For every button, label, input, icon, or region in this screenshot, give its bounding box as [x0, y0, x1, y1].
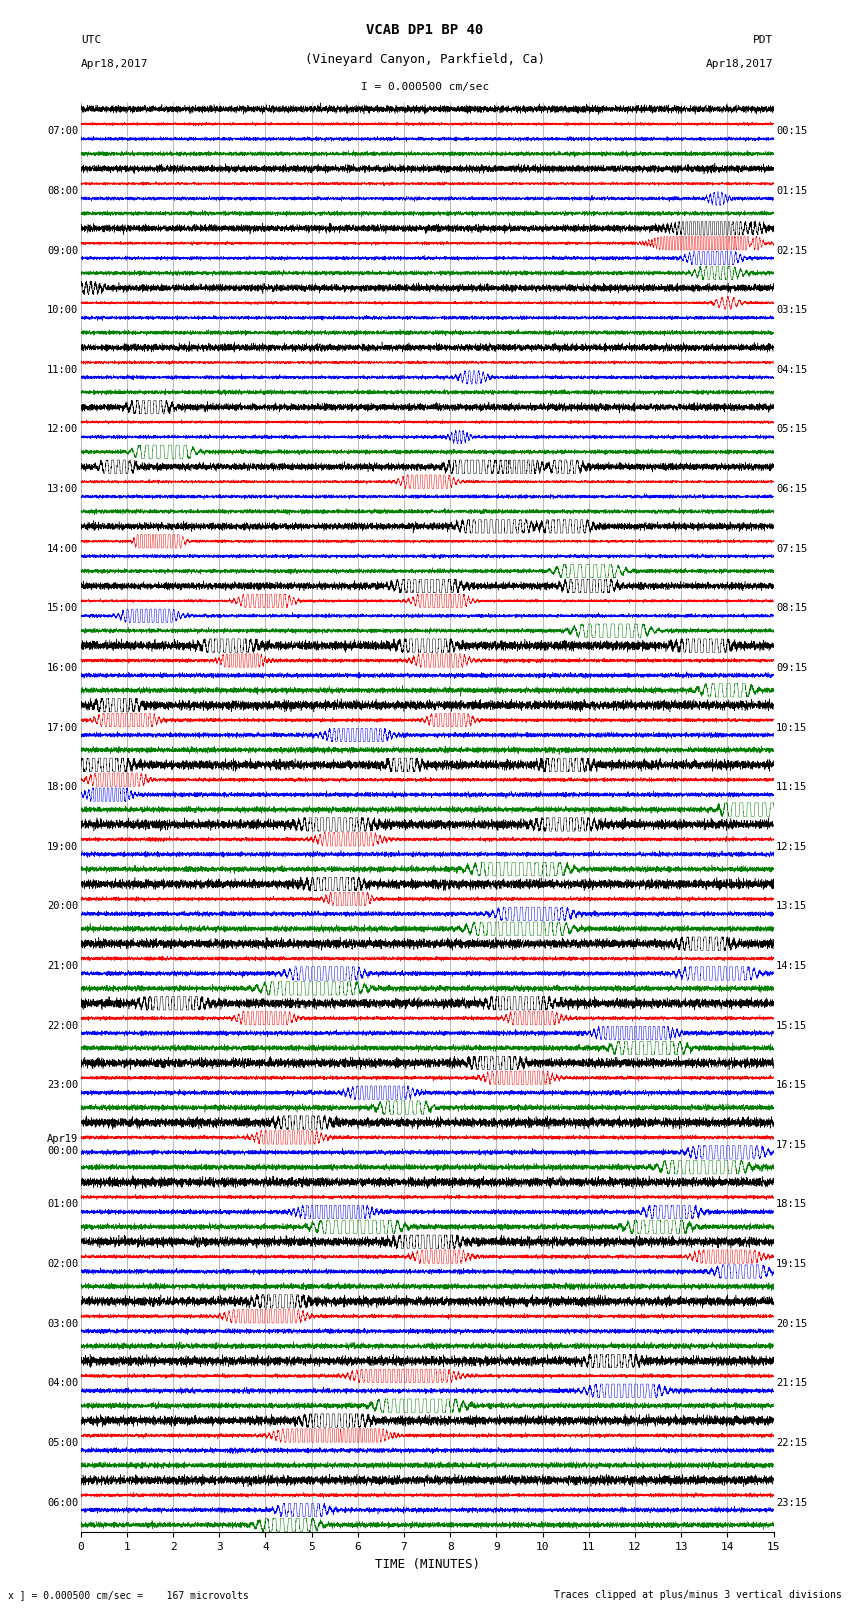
Text: 01:15: 01:15: [776, 185, 808, 197]
Text: 02:00: 02:00: [47, 1260, 78, 1269]
Text: 06:15: 06:15: [776, 484, 808, 494]
Text: 13:00: 13:00: [47, 484, 78, 494]
Text: 16:00: 16:00: [47, 663, 78, 673]
Text: 20:15: 20:15: [776, 1319, 808, 1329]
Text: UTC: UTC: [81, 35, 101, 45]
Text: 22:15: 22:15: [776, 1437, 808, 1448]
Text: 20:00: 20:00: [47, 902, 78, 911]
Text: 03:15: 03:15: [776, 305, 808, 315]
Text: 08:00: 08:00: [47, 185, 78, 197]
Text: Apr19
00:00: Apr19 00:00: [47, 1134, 78, 1155]
Text: PDT: PDT: [753, 35, 774, 45]
Text: 05:15: 05:15: [776, 424, 808, 434]
Text: 15:00: 15:00: [47, 603, 78, 613]
Text: 17:00: 17:00: [47, 723, 78, 732]
X-axis label: TIME (MINUTES): TIME (MINUTES): [375, 1558, 479, 1571]
Text: 03:00: 03:00: [47, 1319, 78, 1329]
Text: (Vineyard Canyon, Parkfield, Ca): (Vineyard Canyon, Parkfield, Ca): [305, 53, 545, 66]
Text: 06:00: 06:00: [47, 1497, 78, 1508]
Text: 19:00: 19:00: [47, 842, 78, 852]
Text: 04:00: 04:00: [47, 1379, 78, 1389]
Text: 09:00: 09:00: [47, 245, 78, 255]
Text: 04:15: 04:15: [776, 365, 808, 374]
Text: 11:00: 11:00: [47, 365, 78, 374]
Text: 23:15: 23:15: [776, 1497, 808, 1508]
Text: 12:15: 12:15: [776, 842, 808, 852]
Text: 00:15: 00:15: [776, 126, 808, 137]
Text: Traces clipped at plus/minus 3 vertical divisions: Traces clipped at plus/minus 3 vertical …: [553, 1590, 842, 1600]
Text: 13:15: 13:15: [776, 902, 808, 911]
Text: 14:00: 14:00: [47, 544, 78, 553]
Text: Apr18,2017: Apr18,2017: [706, 60, 774, 69]
Text: 08:15: 08:15: [776, 603, 808, 613]
Text: 05:00: 05:00: [47, 1437, 78, 1448]
Text: 14:15: 14:15: [776, 961, 808, 971]
Text: 22:00: 22:00: [47, 1021, 78, 1031]
Text: 17:15: 17:15: [776, 1140, 808, 1150]
Text: 07:00: 07:00: [47, 126, 78, 137]
Text: 18:15: 18:15: [776, 1200, 808, 1210]
Text: 21:00: 21:00: [47, 961, 78, 971]
Text: 16:15: 16:15: [776, 1081, 808, 1090]
Text: x ] = 0.000500 cm/sec =    167 microvolts: x ] = 0.000500 cm/sec = 167 microvolts: [8, 1590, 249, 1600]
Text: 12:00: 12:00: [47, 424, 78, 434]
Text: 11:15: 11:15: [776, 782, 808, 792]
Text: VCAB DP1 BP 40: VCAB DP1 BP 40: [366, 23, 484, 37]
Text: 02:15: 02:15: [776, 245, 808, 255]
Text: 21:15: 21:15: [776, 1379, 808, 1389]
Text: Apr18,2017: Apr18,2017: [81, 60, 148, 69]
Text: 15:15: 15:15: [776, 1021, 808, 1031]
Text: 10:15: 10:15: [776, 723, 808, 732]
Text: 10:00: 10:00: [47, 305, 78, 315]
Text: 23:00: 23:00: [47, 1081, 78, 1090]
Text: 19:15: 19:15: [776, 1260, 808, 1269]
Text: 18:00: 18:00: [47, 782, 78, 792]
Text: 01:00: 01:00: [47, 1200, 78, 1210]
Text: I = 0.000500 cm/sec: I = 0.000500 cm/sec: [361, 82, 489, 92]
Text: 09:15: 09:15: [776, 663, 808, 673]
Text: 07:15: 07:15: [776, 544, 808, 553]
